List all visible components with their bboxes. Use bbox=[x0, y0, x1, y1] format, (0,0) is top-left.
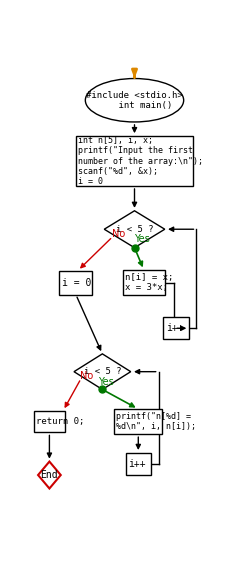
Text: #include <stdio.h>
    int main(): #include <stdio.h> int main() bbox=[86, 91, 183, 110]
FancyBboxPatch shape bbox=[114, 409, 163, 434]
Text: n[i] = x;
x = 3*x;: n[i] = x; x = 3*x; bbox=[125, 273, 174, 292]
Text: End: End bbox=[41, 470, 58, 480]
Polygon shape bbox=[74, 354, 131, 390]
FancyBboxPatch shape bbox=[163, 318, 189, 339]
Text: return 0;: return 0; bbox=[36, 417, 84, 426]
Text: i = 0: i = 0 bbox=[61, 277, 91, 288]
FancyBboxPatch shape bbox=[59, 271, 92, 294]
FancyBboxPatch shape bbox=[123, 270, 165, 295]
Text: i < 5 ?: i < 5 ? bbox=[83, 367, 121, 376]
Text: int n[5], i, x;
printf("Input the first
number of the array:\n");
scanf("%d", &x: int n[5], i, x; printf("Input the first … bbox=[78, 136, 203, 186]
Text: i++: i++ bbox=[166, 323, 183, 333]
Ellipse shape bbox=[85, 78, 184, 122]
Text: printf("n[%d] =
%d\n", i, n[i]);: printf("n[%d] = %d\n", i, n[i]); bbox=[116, 412, 196, 431]
Text: No: No bbox=[80, 371, 93, 381]
Text: i++: i++ bbox=[128, 459, 145, 469]
FancyBboxPatch shape bbox=[34, 411, 65, 433]
Text: i < 5 ?: i < 5 ? bbox=[116, 224, 153, 233]
Text: Yes: Yes bbox=[134, 235, 150, 244]
FancyBboxPatch shape bbox=[76, 136, 193, 186]
Text: No: No bbox=[112, 230, 125, 240]
FancyBboxPatch shape bbox=[125, 453, 151, 474]
Polygon shape bbox=[38, 461, 61, 488]
Text: Yes: Yes bbox=[98, 377, 114, 387]
Polygon shape bbox=[104, 211, 165, 248]
